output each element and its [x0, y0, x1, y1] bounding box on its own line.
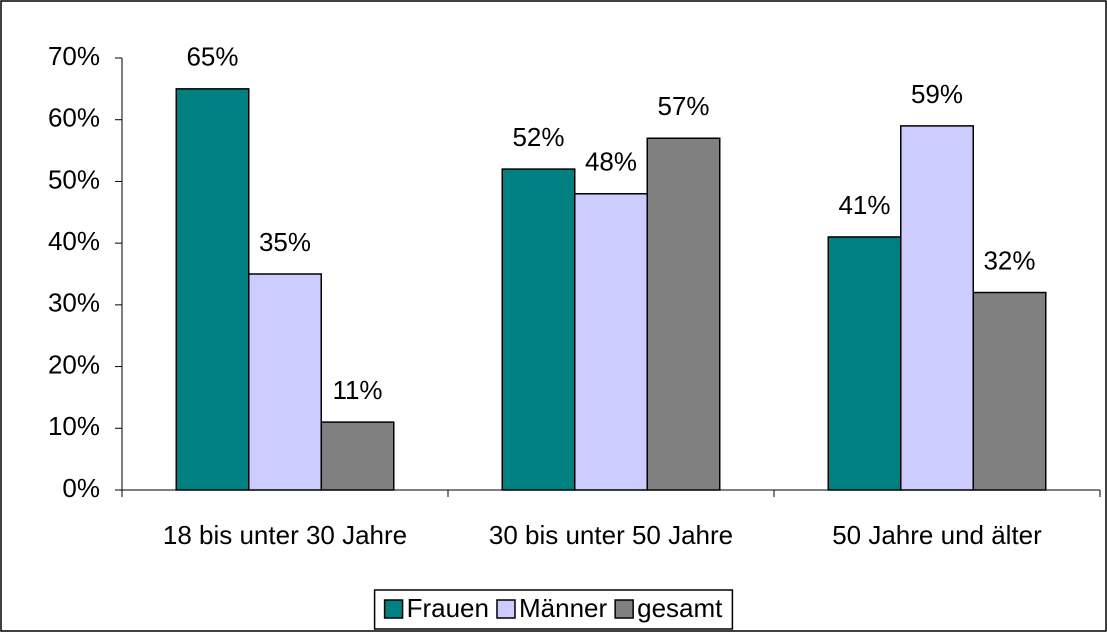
value-label: 32%: [983, 245, 1035, 275]
legend-swatch: [614, 599, 634, 619]
y-tick-label: 30%: [48, 288, 100, 318]
bar: [175, 88, 250, 491]
bar: [248, 273, 322, 491]
legend-label: Frauen: [407, 593, 489, 623]
y-tick-label: 10%: [48, 411, 100, 441]
value-label: 35%: [259, 227, 311, 257]
bar: [501, 168, 576, 491]
y-tick-label: 20%: [48, 349, 100, 379]
bar: [320, 421, 395, 491]
x-tick-label: 18 bis unter 30 Jahre: [163, 520, 407, 550]
bar: [900, 125, 974, 491]
value-label: 52%: [512, 122, 564, 152]
value-label: 59%: [911, 79, 963, 109]
legend-swatch: [496, 599, 516, 619]
legend-swatch: [383, 599, 404, 619]
value-label: 48%: [585, 147, 637, 177]
x-tick-label: 50 Jahre und älter: [832, 520, 1042, 550]
value-label: 41%: [838, 190, 890, 220]
y-tick-label: 60%: [48, 103, 100, 133]
bar: [972, 291, 1047, 491]
legend: [373, 589, 734, 630]
bar: [827, 236, 902, 491]
value-label: 11%: [332, 375, 382, 405]
value-label: 57%: [657, 91, 709, 121]
bar: [646, 137, 721, 491]
legend-label: gesamt: [637, 593, 723, 623]
legend-label: Männer: [519, 593, 607, 623]
y-tick-label: 70%: [48, 41, 100, 71]
y-tick-label: 40%: [48, 226, 100, 256]
x-tick-label: 30 bis unter 50 Jahre: [489, 520, 733, 550]
y-tick-label: 0%: [62, 473, 100, 503]
y-tick-label: 50%: [48, 164, 100, 194]
value-label: 65%: [186, 42, 238, 72]
bar: [574, 193, 648, 491]
